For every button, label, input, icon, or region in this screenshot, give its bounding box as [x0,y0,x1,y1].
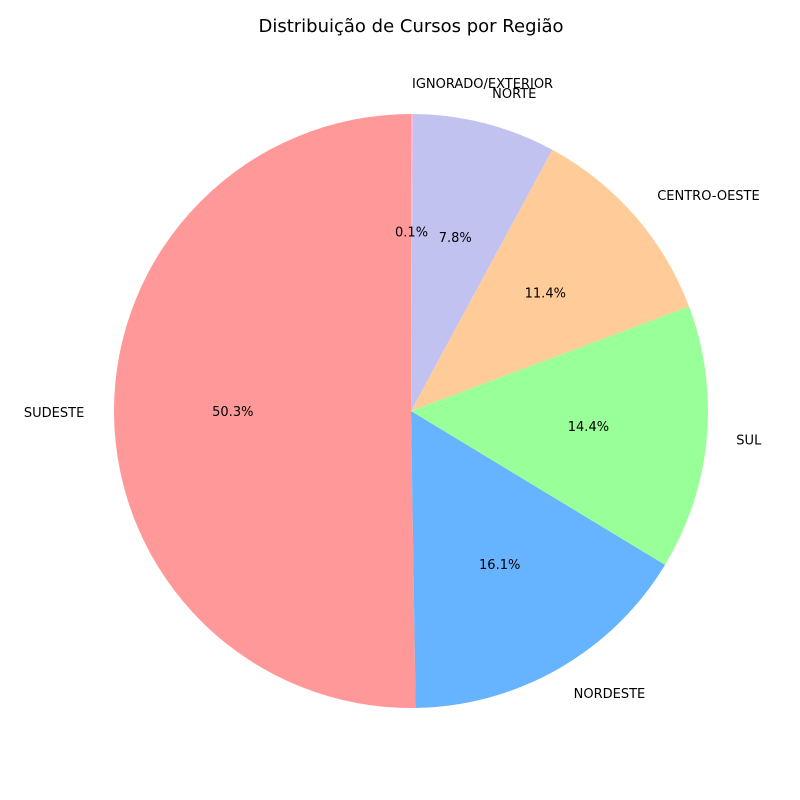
slice-label: NORTE [492,87,536,102]
slice-label: SUDESTE [24,406,84,421]
pie-slice-sul [411,306,708,565]
slices-layer [113,114,708,709]
slice-label: NORDESTE [574,687,646,702]
chart-title: Distribuição de Cursos por Região [258,16,563,37]
pie-slice-centro-oeste [411,149,690,411]
slice-percent-label: 16.1% [479,558,520,573]
labels-layer: SUDESTE 50.3% NORDESTE 16.1% SUL 14.4% CENTRO-… [24,77,762,702]
slice-percent-label: 50.3% [212,405,253,420]
pie-slice-sudeste [113,114,416,709]
slice-percent-label: 7.8% [439,231,472,246]
pie-slice-ignorado-exterior [411,114,413,411]
slice-label: SUL [736,434,762,449]
pie-slice-nordeste [411,411,666,708]
slice-percent-label: 11.4% [525,286,566,301]
slice-percent-label: 0.1% [395,225,428,240]
slice-percent-label: 14.4% [568,420,609,435]
slice-label: CENTRO-OESTE [657,189,760,204]
slice-label: IGNORADO/EXTERIOR [412,77,553,92]
pie-slice-norte [411,114,553,411]
